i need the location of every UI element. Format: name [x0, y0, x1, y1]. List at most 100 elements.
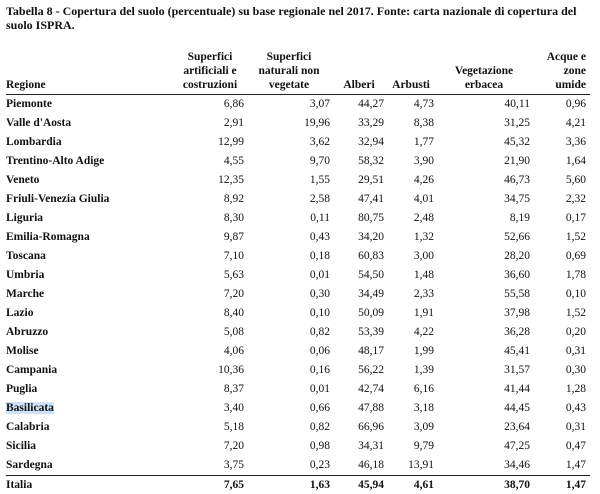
alberi-cell: 34,49 — [358, 287, 384, 300]
region-name-cell: Marche — [6, 285, 176, 304]
vegetazione-erbacea-cell: 21,90 — [504, 154, 530, 167]
superfici-artificiali-cell: 2,91 — [223, 116, 244, 129]
alberi-cell: 50,09 — [358, 306, 384, 319]
acque-zone-umide-cell: 0,47 — [565, 439, 586, 452]
superfici-artificiali-cell: 5,63 — [223, 268, 244, 281]
superfici-naturali-cell: 0,98 — [309, 439, 330, 452]
region-name: Lombardia — [6, 135, 62, 148]
vegetazione-erbacea-cell: 41,44 — [504, 382, 530, 395]
region-name: Abruzzo — [6, 325, 49, 338]
superfici-artificiali-cell: 8,30 — [223, 211, 244, 224]
acque-zone-umide-cell: 3,36 — [565, 135, 586, 148]
table-row: Sicilia 7,20 0,98 34,31 9,79 47,25 0,47 — [6, 437, 590, 456]
arbusti-cell: 4,26 — [413, 173, 434, 186]
superfici-artificiali-cell: 4,55 — [223, 154, 244, 167]
vegetazione-erbacea-cell: 38,70 — [504, 478, 530, 491]
region-name: Puglia — [6, 382, 38, 395]
superfici-naturali-cell: 0,66 — [309, 401, 330, 414]
alberi-cell: 53,39 — [358, 325, 384, 338]
vegetazione-erbacea-cell: 45,41 — [504, 344, 530, 357]
superfici-artificiali-cell: 10,36 — [218, 363, 244, 376]
header-alberi: Alberi — [343, 78, 375, 91]
table-row: Emilia-Romagna 9,87 0,43 34,20 1,32 52,66 1,52 — [6, 228, 590, 247]
superfici-artificiali-cell: 8,37 — [223, 382, 244, 395]
vegetazione-erbacea-cell: 34,46 — [504, 458, 530, 471]
alberi-cell: 54,50 — [358, 268, 384, 281]
alberi-cell: 42,74 — [358, 382, 384, 395]
superfici-naturali-cell: 0,01 — [309, 382, 330, 395]
arbusti-cell: 4,73 — [413, 97, 434, 110]
region-name-cell: Sardegna — [6, 456, 176, 476]
acque-zone-umide-cell: 0,17 — [565, 211, 586, 224]
arbusti-cell: 1,39 — [413, 363, 434, 376]
acque-zone-umide-cell: 1,78 — [565, 268, 586, 281]
acque-zone-umide-cell: 0,43 — [565, 401, 586, 414]
arbusti-cell: 1,32 — [413, 230, 434, 243]
region-name: Toscana — [6, 249, 46, 262]
superfici-artificiali-cell: 7,65 — [223, 478, 244, 491]
superfici-naturali-cell: 2,58 — [309, 192, 330, 205]
superfici-artificiali-cell: 3,40 — [223, 401, 244, 414]
superfici-naturali-cell: 19,96 — [304, 116, 330, 129]
alberi-cell: 46,18 — [358, 458, 384, 471]
vegetazione-erbacea-cell: 23,64 — [504, 420, 530, 433]
arbusti-cell: 9,79 — [413, 439, 434, 452]
superfici-naturali-cell: 1,63 — [309, 478, 330, 491]
table-row: Puglia 8,37 0,01 42,74 6,16 41,44 1,28 — [6, 380, 590, 399]
vegetazione-erbacea-cell: 46,73 — [504, 173, 530, 186]
superfici-naturali-cell: 3,07 — [309, 97, 330, 110]
arbusti-cell: 4,61 — [413, 478, 434, 491]
superfici-naturali-cell: 0,18 — [309, 249, 330, 262]
region-name-cell: Basilicata — [6, 399, 176, 418]
superfici-naturali-cell: 0,11 — [310, 211, 330, 224]
region-name-cell: Campania — [6, 361, 176, 380]
region-name: Liguria — [6, 211, 44, 224]
superfici-artificiali-cell: 5,18 — [223, 420, 244, 433]
arbusti-cell: 3,18 — [413, 401, 434, 414]
superfici-naturali-cell: 0,43 — [309, 230, 330, 243]
superfici-artificiali-cell: 12,35 — [218, 173, 244, 186]
land-cover-table: Regione Superfici artificiali e costruzi… — [6, 40, 590, 494]
table-row: Toscana 7,10 0,18 60,83 3,00 28,20 0,69 — [6, 247, 590, 266]
superfici-naturali-cell: 9,70 — [309, 154, 330, 167]
alberi-cell: 44,27 — [358, 97, 384, 110]
table-row: Umbria 5,63 0,01 54,50 1,48 36,60 1,78 — [6, 266, 590, 285]
superfici-naturali-cell: 0,10 — [309, 306, 330, 319]
vegetazione-erbacea-cell: 44,45 — [504, 401, 530, 414]
acque-zone-umide-cell: 1,64 — [565, 154, 586, 167]
region-name: Molise — [6, 344, 39, 357]
region-name-cell: Valle d'Aosta — [6, 114, 176, 133]
superfici-artificiali-cell: 7,20 — [223, 287, 244, 300]
table-row: Sardegna 3,75 0,23 46,18 13,91 34,46 1,47 — [6, 456, 590, 476]
vegetazione-erbacea-cell: 31,25 — [504, 116, 530, 129]
superfici-artificiali-cell: 12,99 — [218, 135, 244, 148]
vegetazione-erbacea-cell: 40,11 — [504, 97, 530, 110]
region-name: Trentino-Alto Adige — [6, 154, 105, 167]
region-name: Piemonte — [6, 97, 52, 110]
arbusti-cell: 3,09 — [413, 420, 434, 433]
table-row: Piemonte 6,86 3,07 44,27 4,73 40,11 0,96 — [6, 94, 590, 114]
region-name-cell: Friuli-Venezia Giulia — [6, 190, 176, 209]
arbusti-cell: 6,16 — [413, 382, 434, 395]
vegetazione-erbacea-cell: 36,60 — [504, 268, 530, 281]
arbusti-cell: 3,00 — [413, 249, 434, 262]
vegetazione-erbacea-cell: 34,75 — [504, 192, 530, 205]
arbusti-cell: 1,99 — [413, 344, 434, 357]
superfici-naturali-cell: 0,16 — [309, 363, 330, 376]
superfici-naturali-cell: 1,55 — [309, 173, 330, 186]
header-vegetazione-erbacea: Vegetazione erbacea — [454, 64, 514, 91]
superfici-naturali-cell: 0,82 — [309, 420, 330, 433]
alberi-cell: 33,29 — [358, 116, 384, 129]
superfici-artificiali-cell: 7,20 — [223, 439, 244, 452]
region-name-cell: Sicilia — [6, 437, 176, 456]
acque-zone-umide-cell: 4,21 — [565, 116, 586, 129]
acque-zone-umide-cell: 1,47 — [565, 458, 586, 471]
header-acque-zone-umide: Acque e zone umide — [546, 50, 586, 91]
superfici-naturali-cell: 0,06 — [309, 344, 330, 357]
arbusti-cell: 2,33 — [413, 287, 434, 300]
region-name: Calabria — [6, 420, 50, 433]
superfici-naturali-cell: 3,62 — [309, 135, 330, 148]
region-name: Veneto — [6, 173, 40, 186]
arbusti-cell: 3,90 — [413, 154, 434, 167]
alberi-cell: 80,75 — [358, 211, 384, 224]
